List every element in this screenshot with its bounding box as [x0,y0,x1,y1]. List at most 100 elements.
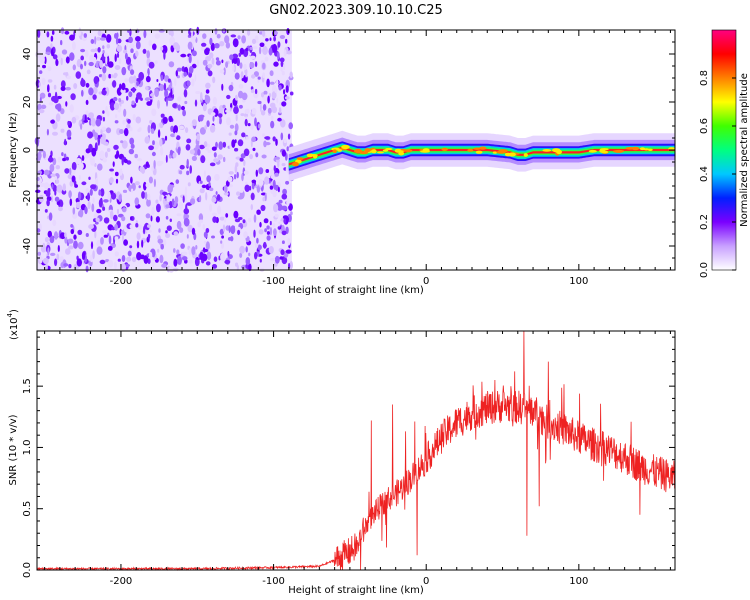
noise-blob [126,256,132,262]
noise-blob [103,199,109,203]
noise-blob [191,63,197,69]
noise-blob [214,28,218,35]
noise-blob [284,96,290,100]
noise-blob [272,179,276,189]
noise-blob [187,41,193,50]
track-hotspot [616,150,625,153]
noise-blob [123,239,128,246]
noise-blob [101,126,107,131]
noise-blob [234,147,239,152]
noise-blob [85,265,89,273]
noise-blob [56,200,61,206]
noise-blob [147,193,151,201]
noise-blob [209,52,214,59]
noise-blob [121,157,124,166]
noise-blob [260,92,265,98]
noise-blob [108,73,112,79]
noise-blob [238,83,244,89]
noise-blob [109,102,116,111]
noise-blob [38,109,45,114]
noise-blob [244,184,250,192]
bottom-y-axis: 0.0 0.5 1.0 1.5 [22,336,675,578]
noise-blob [274,172,280,177]
noise-blob [251,38,257,45]
noise-blob [267,107,272,114]
noise-blob [263,90,268,95]
noise-blob [156,79,159,82]
noise-blob [257,76,261,80]
track-hotspot [371,149,377,154]
noise-blob [272,223,276,228]
noise-blob [236,264,239,271]
noise-blob [269,185,274,190]
noise-blob [80,79,86,87]
noise-blob [202,103,207,112]
track-hotspot [296,157,304,161]
noise-blob [237,229,241,236]
noise-blob [186,138,192,144]
noise-blob [113,96,118,102]
noise-blob [152,43,157,51]
noise-blob [145,86,149,91]
track-hotspot [309,154,318,157]
noise-blob [235,156,241,160]
noise-blob [124,52,128,60]
noise-blob [183,89,188,98]
noise-blob [74,184,78,188]
noise-blob [170,88,173,98]
noise-blob [220,242,225,249]
noise-blob [100,237,104,245]
noise-blob [89,188,93,196]
noise-blob [287,237,291,246]
noise-blob [69,167,72,175]
noise-blob [207,70,213,77]
noise-blob [272,136,276,142]
noise-blob [55,179,60,184]
noise-blob [256,237,259,244]
bottom-x-tick-label: 100 [569,576,588,587]
noise-blob [268,246,274,254]
noise-blob [121,66,127,76]
noise-blob [243,148,250,157]
noise-blob [243,231,248,239]
noise-blob [49,236,55,244]
noise-blob [103,52,109,58]
noise-blob [280,60,284,68]
noise-blob [153,178,156,188]
noise-blob [213,158,220,163]
noise-blob [50,119,55,124]
noise-blob [130,48,134,53]
noise-blob [269,92,271,98]
noise-blob [181,251,188,256]
noise-blob [280,119,286,128]
noise-blob [83,33,88,38]
noise-blob [277,41,281,48]
noise-blob [254,61,258,68]
noise-blob [94,230,97,239]
noise-blob [66,129,72,138]
noise-blob [198,114,205,119]
noise-blob [93,76,99,85]
noise-blob [257,123,261,129]
noise-blob [77,229,83,235]
noise-blob [101,73,107,82]
noise-blob [269,37,272,41]
noise-blob [136,92,142,100]
noise-blob [207,149,212,154]
noise-blob [237,139,244,147]
noise-blob [279,256,284,260]
noise-blob [281,193,288,200]
noise-blob [173,42,179,50]
noise-blob [241,77,246,82]
noise-blob [229,54,234,60]
noise-blob [217,113,223,118]
noise-blob [75,71,82,79]
noise-blob [96,208,102,214]
noise-blob [46,31,50,38]
noise-blob [238,104,243,109]
noise-blob [112,161,115,168]
noise-blob [213,152,217,158]
noise-blob [228,132,232,136]
noise-blob [73,240,78,249]
noise-blob [262,197,266,202]
